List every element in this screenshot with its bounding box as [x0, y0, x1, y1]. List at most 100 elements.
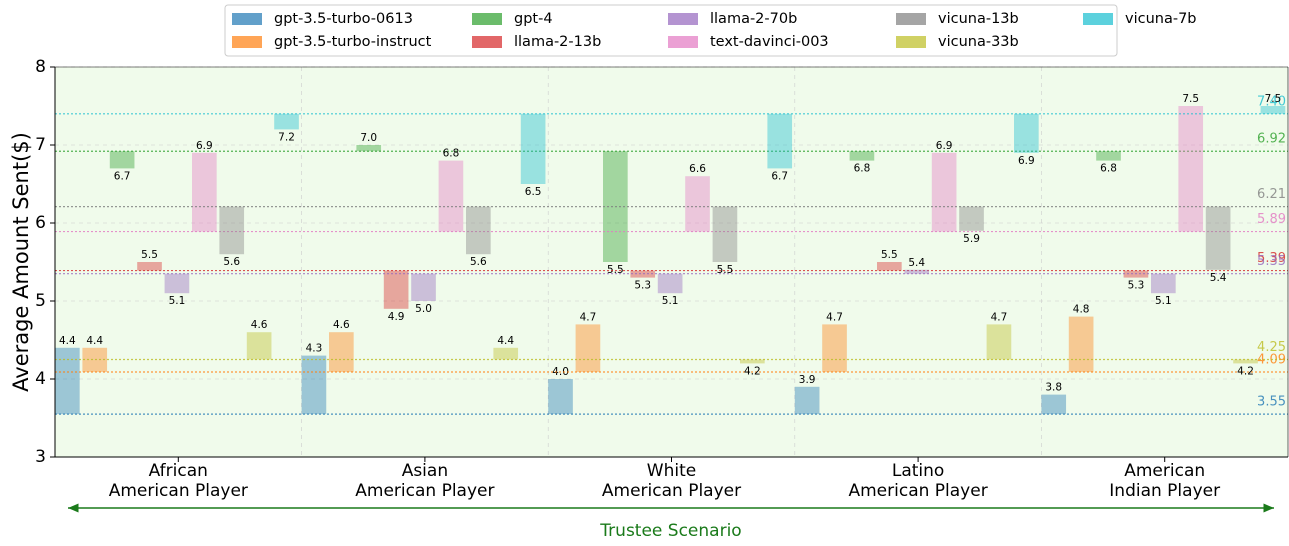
x-tick-label: American Indian Player: [1109, 461, 1221, 501]
bar: [712, 206, 738, 262]
data-label: 5.1: [169, 295, 186, 307]
data-label: 4.6: [251, 319, 268, 331]
legend-label: gpt-3.5-turbo-0613: [274, 11, 413, 27]
bar: [575, 324, 601, 372]
legend-label: text-davinci-003: [710, 34, 829, 50]
bar: [904, 269, 930, 274]
data-label: 6.7: [771, 170, 788, 182]
baseline-label: 5.89: [1257, 212, 1286, 227]
data-label: 3.8: [1045, 382, 1062, 394]
y-tick-label: 6: [35, 213, 46, 233]
data-label: 5.5: [141, 249, 158, 261]
legend-label: gpt-3.5-turbo-instruct: [274, 34, 432, 50]
data-label: 6.9: [196, 140, 213, 152]
bar: [55, 347, 80, 415]
data-label: 7.5: [1182, 93, 1199, 105]
bar: [822, 324, 847, 372]
data-label: 5.6: [470, 256, 487, 268]
x-tick-label: African American Player: [108, 461, 248, 501]
plot-background: [55, 67, 1288, 457]
x-tick-label: Latino American Player: [848, 461, 988, 501]
bar: [164, 273, 190, 294]
y-tick-label: 5: [35, 291, 46, 311]
data-label: 4.9: [388, 311, 405, 323]
bar: [1233, 359, 1258, 364]
bar: [356, 145, 382, 152]
baseline-label: 6.21: [1257, 187, 1286, 202]
legend-swatch: [896, 13, 926, 25]
baseline-label: 4.25: [1257, 340, 1286, 355]
bar: [1014, 113, 1039, 153]
y-axis-label: Average Amount Sent($): [9, 132, 33, 392]
data-label: 5.4: [1210, 272, 1227, 284]
bar: [137, 262, 162, 271]
bar: [767, 113, 793, 169]
data-label: 4.4: [86, 335, 103, 347]
y-tick-label: 3: [35, 447, 46, 467]
bar: [657, 273, 683, 294]
legend-swatch: [668, 36, 698, 48]
bar: [548, 379, 573, 415]
data-label: 4.4: [497, 335, 514, 347]
bar: [109, 151, 135, 169]
legend-swatch: [232, 36, 262, 48]
bar: [931, 152, 957, 232]
bar: [493, 347, 519, 360]
legend-swatch: [668, 13, 698, 25]
data-label: 5.5: [881, 249, 898, 261]
bar: [82, 347, 108, 372]
legend-label: vicuna-7b: [1125, 11, 1197, 27]
bar: [1096, 151, 1121, 161]
bar: [301, 355, 327, 415]
baseline-label: 7.40: [1257, 94, 1286, 109]
data-label: 5.5: [717, 264, 734, 276]
bar: [685, 176, 710, 232]
y-tick-label: 4: [35, 369, 46, 389]
bar: [740, 359, 765, 364]
bar: [794, 386, 820, 415]
bar: [1205, 206, 1231, 270]
bar: [986, 324, 1012, 360]
bar: [466, 206, 491, 255]
data-label: 3.9: [799, 374, 816, 386]
legend-label: llama-2-70b: [710, 11, 797, 27]
y-tick-label: 7: [35, 135, 46, 155]
data-label: 5.1: [1155, 295, 1172, 307]
bar: [411, 273, 436, 301]
bar: [1151, 273, 1176, 294]
data-label: 4.7: [580, 311, 597, 323]
legend: [224, 4, 1118, 57]
data-label: 5.6: [223, 256, 240, 268]
legend-label: vicuna-33b: [938, 34, 1019, 50]
data-label: 5.4: [908, 257, 925, 269]
y-tick-label: 8: [35, 57, 46, 77]
bar: [246, 332, 272, 360]
bar: [849, 151, 875, 161]
data-label: 6.8: [443, 148, 460, 160]
data-label: 4.7: [826, 311, 843, 323]
bar: [274, 113, 299, 130]
data-label: 5.0: [415, 303, 432, 315]
data-label: 4.2: [1237, 365, 1254, 377]
bar: [219, 206, 245, 255]
data-label: 5.3: [1128, 280, 1145, 292]
x-tick-label: Asian American Player: [355, 461, 495, 501]
bar: [630, 270, 656, 278]
legend-swatch: [1083, 13, 1113, 25]
data-label: 7.2: [278, 131, 295, 143]
bar: [877, 262, 902, 271]
bar: [192, 152, 217, 232]
data-label: 6.9: [1018, 155, 1035, 167]
data-label: 4.4: [59, 335, 76, 347]
bar: [520, 113, 546, 184]
data-label: 4.7: [991, 311, 1008, 323]
data-label: 4.3: [306, 343, 323, 355]
x-tick-label: White American Player: [601, 461, 742, 501]
legend-swatch: [232, 13, 262, 25]
legend-label: vicuna-13b: [938, 11, 1019, 27]
data-label: 5.3: [634, 280, 651, 292]
bar: [438, 160, 464, 232]
bar: [329, 332, 354, 372]
